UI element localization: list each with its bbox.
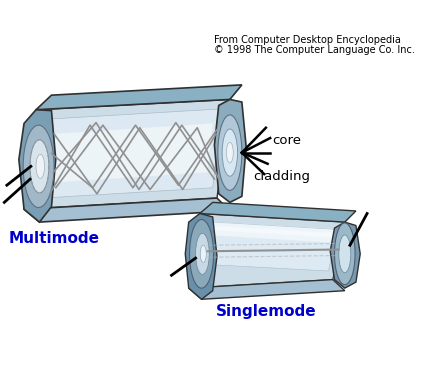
Ellipse shape xyxy=(190,220,214,288)
Ellipse shape xyxy=(222,129,238,176)
Text: cladding: cladding xyxy=(253,170,310,183)
Polygon shape xyxy=(189,279,345,299)
Ellipse shape xyxy=(196,233,209,275)
Ellipse shape xyxy=(335,223,355,285)
Polygon shape xyxy=(200,222,337,271)
Polygon shape xyxy=(52,123,213,183)
Ellipse shape xyxy=(339,235,351,273)
Text: © 1998 The Computer Language Co. Inc.: © 1998 The Computer Language Co. Inc. xyxy=(215,46,415,56)
Polygon shape xyxy=(200,203,356,222)
Polygon shape xyxy=(208,226,336,238)
Polygon shape xyxy=(36,85,242,110)
Polygon shape xyxy=(43,109,221,198)
Text: Singlemode: Singlemode xyxy=(216,304,317,319)
Polygon shape xyxy=(24,198,230,222)
Text: Multimode: Multimode xyxy=(9,231,100,246)
Polygon shape xyxy=(189,213,345,288)
Ellipse shape xyxy=(23,125,54,207)
Ellipse shape xyxy=(36,154,45,178)
Polygon shape xyxy=(19,110,56,222)
Ellipse shape xyxy=(218,115,242,190)
Polygon shape xyxy=(330,222,360,288)
Polygon shape xyxy=(24,100,230,209)
Polygon shape xyxy=(185,213,217,299)
Polygon shape xyxy=(206,222,337,243)
Text: From Computer Desktop Encyclopedia: From Computer Desktop Encyclopedia xyxy=(215,35,401,45)
Text: core: core xyxy=(273,134,302,147)
Polygon shape xyxy=(215,100,246,203)
Ellipse shape xyxy=(30,140,49,193)
Ellipse shape xyxy=(227,142,233,163)
Ellipse shape xyxy=(200,245,206,262)
